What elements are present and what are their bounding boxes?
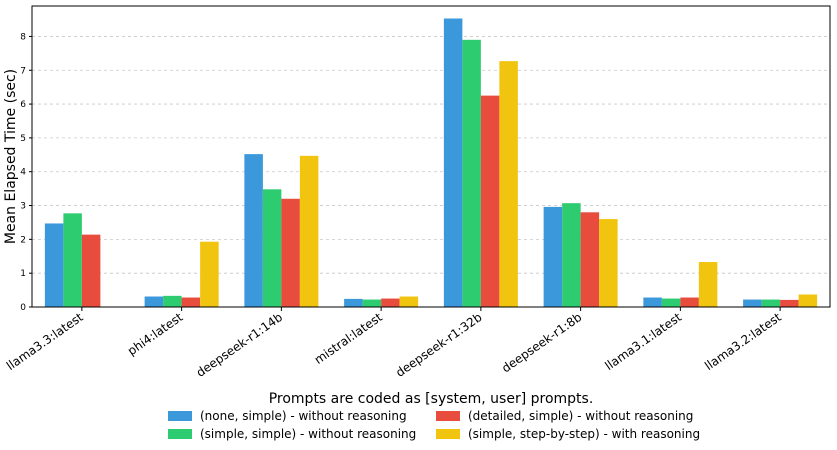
y-tick-label: 3 — [20, 202, 26, 212]
bar — [599, 219, 618, 307]
bar — [499, 61, 518, 307]
legend-label: (simple, simple) - without reasoning — [200, 427, 416, 441]
bar — [780, 299, 799, 307]
legend: (none, simple) - without reasoning (detai… — [168, 409, 700, 441]
bar — [81, 234, 101, 307]
bar — [63, 213, 82, 307]
bar — [543, 206, 563, 307]
bar — [362, 299, 382, 307]
x-tick-label: llama3.1:latest — [602, 310, 684, 373]
legend-label: (simple, step-by-step) - with reasoning — [468, 427, 700, 441]
bar — [462, 39, 481, 308]
plot-frame — [31, 5, 831, 308]
y-tick-label: 1 — [20, 269, 26, 279]
bar — [743, 299, 762, 307]
legend-label: (detailed, simple) - without reasoning — [468, 409, 693, 423]
bar — [580, 212, 600, 307]
grid-lines — [32, 36, 830, 308]
legend-label: (none, simple) - without reasoning — [200, 409, 407, 423]
bar — [643, 297, 662, 307]
y-tick-label: 2 — [20, 235, 26, 245]
legend-swatch — [168, 429, 192, 439]
bar — [698, 262, 718, 307]
x-tick-label: deepseek-r1:8b — [499, 310, 584, 375]
bar — [163, 295, 182, 307]
y-axis-title: Mean Elapsed Time (sec) — [3, 69, 19, 244]
bar — [144, 296, 164, 307]
bar — [480, 95, 500, 307]
bar — [44, 223, 64, 307]
bar — [262, 189, 282, 307]
bar — [244, 154, 263, 307]
bar — [181, 297, 201, 307]
bar — [299, 155, 319, 307]
x-axis-ticks: llama3.3:latest phi4:latest deepseek-r1:14… — [4, 307, 784, 380]
legend-swatch — [436, 429, 460, 439]
x-tick-label: deepseek-r1:14b — [194, 310, 285, 380]
bar — [661, 298, 681, 307]
y-tick-label: 5 — [20, 134, 26, 144]
bar — [680, 297, 699, 307]
x-tick-label: deepseek-r1:32b — [393, 310, 484, 380]
bar — [443, 18, 463, 307]
bar — [344, 298, 363, 307]
y-tick-label: 7 — [20, 66, 26, 76]
bar — [281, 198, 300, 307]
bars — [44, 18, 818, 308]
y-tick-label: 4 — [20, 168, 26, 178]
x-tick-label: llama3.2:latest — [702, 310, 784, 373]
y-axis-ticks: 0 1 2 3 4 5 6 7 8 — [20, 32, 32, 313]
legend-swatch — [436, 411, 460, 421]
legend-swatch — [168, 411, 192, 421]
bar — [200, 241, 219, 307]
bar — [761, 299, 781, 307]
bar — [381, 298, 400, 307]
y-tick-label: 0 — [20, 303, 26, 313]
y-tick-label: 6 — [20, 100, 26, 110]
x-tick-label: mistral:latest — [312, 310, 385, 367]
legend-title: Prompts are coded as [system, user] prom… — [269, 391, 594, 407]
x-tick-label: llama3.3:latest — [4, 310, 86, 373]
bar — [798, 294, 818, 307]
bar — [399, 296, 419, 307]
y-tick-label: 8 — [20, 32, 26, 42]
x-tick-label: phi4:latest — [125, 310, 186, 358]
bar — [562, 203, 581, 307]
